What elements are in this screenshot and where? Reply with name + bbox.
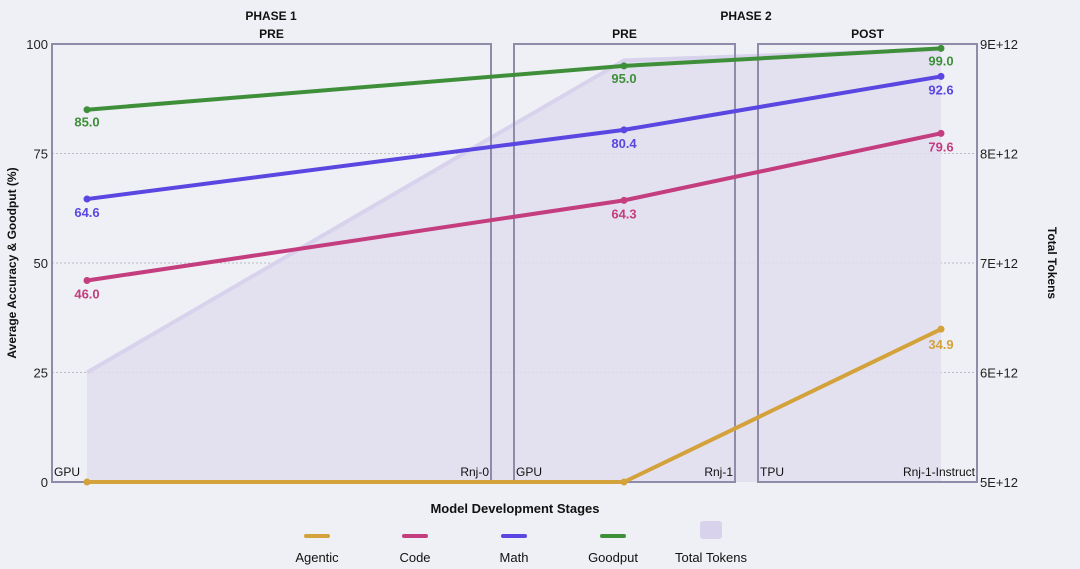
hardware-label: GPU [516,465,542,479]
legend: Agentic Code Math Goodput Total Tokens [295,521,748,565]
point-goodput [83,106,91,114]
point-agentic [620,478,628,486]
legend-label: Goodput [588,550,638,565]
hardware-label: TPU [760,465,784,479]
model-label: Rnj-1-Instruct [903,465,976,479]
axes: 0 25 50 75 100 5E+12 6E+12 7E+12 8E+12 9E+12 PRE GP… [5,9,1059,516]
y-tick-label: 25 [34,366,48,381]
point-goodput [620,62,628,70]
data-label: 64.3 [611,206,636,221]
data-label: 95.0 [611,71,636,86]
legend-swatch-total-tokens [700,521,722,539]
point-math [937,72,945,80]
phase-label: PHASE 2 [720,9,772,23]
point-math [620,126,628,134]
data-label: 46.0 [74,287,99,302]
stage-label: PRE [612,27,637,41]
point-agentic [83,478,91,486]
y2-tick-label: 5E+12 [980,475,1018,490]
y-tick-label: 100 [26,37,48,52]
legend-label: Code [399,550,430,565]
legend-label: Total Tokens [675,550,748,565]
model-label: Rnj-1 [704,465,733,479]
data-label: 80.4 [611,136,637,151]
data-label: 99.0 [928,53,953,68]
data-label: 34.9 [928,337,953,352]
y2-tick-label: 9E+12 [980,37,1018,52]
series-lines [83,44,945,486]
y2-tick-label: 7E+12 [980,256,1018,271]
stage-label: POST [851,27,884,41]
model-label: Rnj-0 [460,465,489,479]
point-goodput [937,44,945,52]
point-code [83,277,91,285]
data-label: 85.0 [74,115,99,130]
legend-label: Agentic [295,550,339,565]
point-code [937,129,945,137]
stage-box [757,43,978,483]
data-label: 64.6 [74,205,99,220]
y2-tick-label: 6E+12 [980,366,1018,381]
phase-label: PHASE 1 [245,9,297,23]
y-tick-label: 0 [41,475,48,490]
y-tick-label: 75 [34,147,48,162]
y-tick-label: 50 [34,256,48,271]
point-code [620,196,628,204]
x-axis-title: Model Development Stages [430,501,599,516]
data-labels: 34.9 46.0 64.3 79.6 64.6 80.4 92.6 85.0 95.0 99.0 [74,53,953,352]
y2-tick-label: 8E+12 [980,147,1018,162]
data-label: 92.6 [928,82,953,97]
stage-label: PRE [259,27,284,41]
point-math [83,195,91,203]
hardware-label: GPU [54,465,80,479]
y-axis-title: Average Accuracy & Goodput (%) [5,167,19,358]
data-label: 79.6 [928,139,953,154]
y2-axis-title: Total Tokens [1045,227,1059,300]
point-agentic [937,325,945,333]
legend-label: Math [500,550,529,565]
